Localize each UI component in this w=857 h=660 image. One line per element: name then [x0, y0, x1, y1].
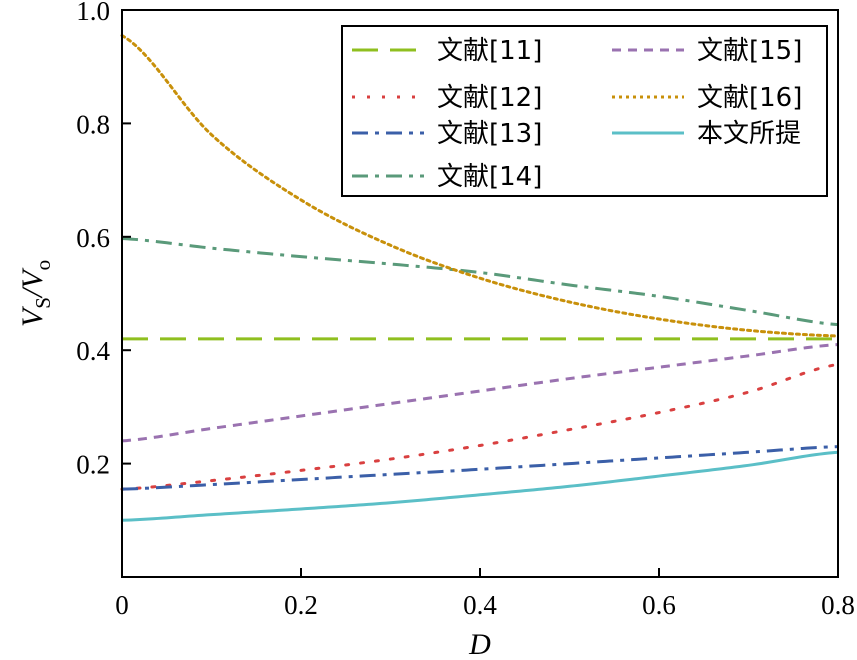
- legend-label-1: 文献[11]: [437, 36, 542, 66]
- series-line-6: [120, 34, 840, 338]
- legend-label-5: 文献[15]: [697, 36, 802, 66]
- y-label-sep: /V: [16, 267, 49, 299]
- x-tick-label: 0.2: [284, 590, 318, 620]
- legend-label-6: 文献[16]: [697, 83, 802, 113]
- x-tick-label: 0.6: [642, 590, 676, 620]
- y-tick-label: 0.6: [76, 223, 110, 253]
- series-line-2: [120, 362, 840, 491]
- series-line-5: [121, 343, 839, 443]
- legend-label-7: 本文所提: [697, 119, 801, 149]
- y-label-sub2: o: [31, 260, 55, 271]
- x-tick-label: 0: [115, 590, 129, 620]
- x-tick-label: 0.8: [821, 590, 855, 620]
- y-label-main: V: [16, 305, 49, 327]
- series-line-7: [121, 450, 839, 522]
- legend: 文献[11] 文献[12] 文献[13] 文献[14] 文献[15] 文献[16] 本文所提: [341, 25, 828, 197]
- legend-label-2: 文献[12]: [437, 83, 542, 113]
- x-tick-label: 0.4: [463, 590, 497, 620]
- legend-box: [341, 25, 828, 197]
- series-layer: [120, 34, 840, 522]
- y-tick-label: 0.2: [76, 450, 110, 480]
- series-line-4: [121, 237, 839, 327]
- y-tick-label: 0.8: [76, 109, 110, 139]
- x-axis-label: D: [468, 628, 491, 660]
- y-axis-label: VS/Vo: [16, 260, 55, 327]
- ticks-layer: 0 0.2 0.4 0.6 0.8 0.2 0.4 0.6 0.8 1.0: [76, 0, 855, 620]
- y-label-sub1: S: [31, 297, 55, 309]
- legend-label-3: 文献[13]: [437, 119, 542, 149]
- y-tick-label: 0.4: [76, 336, 110, 366]
- legend-label-4: 文献[14]: [437, 162, 542, 192]
- y-tick-label: 1.0: [76, 0, 110, 26]
